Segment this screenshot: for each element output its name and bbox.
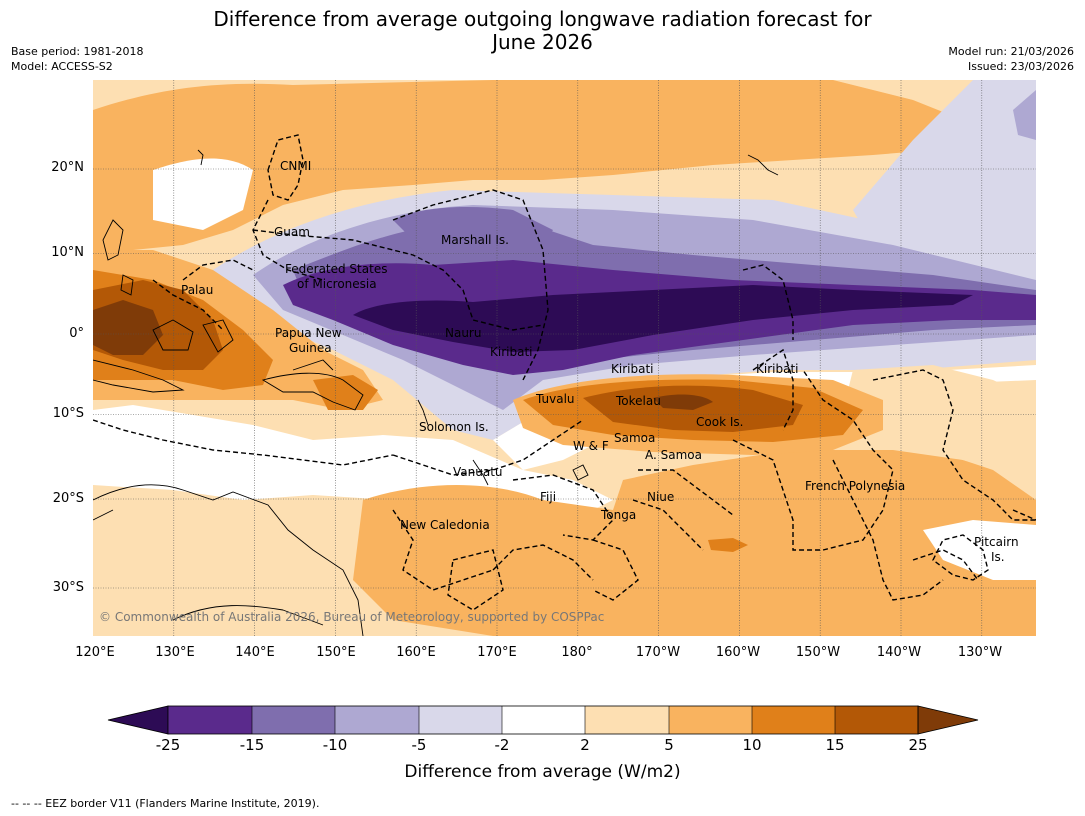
label-wf: W & F	[573, 439, 609, 453]
colorbar-extend-high	[917, 705, 979, 735]
label-solomon: Solomon Is.	[419, 420, 489, 434]
label-samoa: Samoa	[614, 431, 655, 445]
colorbar-label: -2	[494, 736, 510, 754]
meta-left: Base period: 1981-2018 Model: ACCESS-S2	[11, 44, 143, 74]
title-line-2: June 2026	[492, 30, 593, 54]
x-tick: 140°E	[235, 645, 275, 660]
colorbar-swatch	[585, 706, 669, 734]
contour-sw-white	[93, 405, 613, 510]
meta-right: Model run: 21/03/2026 Issued: 23/03/2026	[948, 44, 1074, 74]
label-cook: Cook Is.	[696, 415, 743, 429]
label-kiribati-e: Kiribati	[756, 362, 798, 376]
label-nauru: Nauru	[445, 326, 481, 340]
label-png-2: Guinea	[289, 341, 332, 355]
x-tick: 120°E	[75, 645, 115, 660]
colorbar-label: -10	[322, 736, 348, 754]
colorbar-label: 25	[908, 736, 928, 754]
colorbar-frame	[167, 705, 919, 735]
contour-south-orange	[353, 450, 1036, 636]
olr-map: CNMI Guam Marshall Is. Federated States …	[93, 80, 1036, 636]
graticule	[93, 80, 1036, 636]
y-tick: 30°S	[52, 580, 84, 595]
label-marshall: Marshall Is.	[441, 233, 509, 247]
label-fsm-2: of Micronesia	[297, 277, 377, 291]
label-asamoa: A. Samoa	[645, 448, 702, 462]
label-kiribati-w: Kiribati	[490, 345, 532, 359]
colorbar-swatch	[502, 706, 585, 734]
label-vanuatu: Vanuatu	[453, 465, 503, 479]
y-tick: 10°S	[52, 406, 84, 421]
eez-borders	[93, 134, 1036, 611]
contour-pitcairn-white	[923, 520, 1036, 580]
label-fiji: Fiji	[540, 490, 556, 504]
contour-png-patch	[313, 375, 378, 410]
x-tick: 160°E	[396, 645, 436, 660]
colorbar-label: -25	[155, 736, 181, 754]
colorbar-label: 15	[825, 736, 845, 754]
colorbar-label: 10	[742, 736, 762, 754]
eez-footnote: -- -- -- EEZ border V11 (Flanders Marine…	[11, 797, 320, 810]
colorbar-swatch	[752, 706, 835, 734]
contour-coral-patch	[708, 538, 748, 552]
x-tick: 130°E	[155, 645, 195, 660]
contour-north-white	[153, 158, 253, 230]
label-tonga: Tonga	[600, 508, 636, 522]
contour-ne-purple	[1013, 90, 1036, 140]
y-tick: 0°	[69, 326, 84, 341]
model-run: Model run: 21/03/2026	[948, 45, 1074, 58]
x-tick: 170°E	[477, 645, 517, 660]
label-pitcairn-1: Pitcairn	[974, 535, 1019, 549]
contour-west-peak	[93, 300, 163, 355]
colorbar-swatch	[335, 706, 419, 734]
label-pitcairn-2: Is.	[991, 550, 1005, 564]
contour-north-orange	[93, 80, 963, 250]
colorbar	[107, 705, 979, 735]
label-guam: Guam	[274, 225, 310, 239]
x-tick: 130°W	[957, 645, 1003, 660]
base-period: Base period: 1981-2018	[11, 45, 144, 58]
x-tick: 170°W	[635, 645, 681, 660]
label-fsm-1: Federated States	[285, 262, 387, 276]
colorbar-label: -15	[239, 736, 265, 754]
y-tick: 10°N	[51, 245, 84, 260]
colorbar-title: Difference from average (W/m2)	[404, 762, 681, 782]
label-cnmi: CNMI	[280, 159, 311, 173]
label-french-polynesia: French Polynesia	[805, 479, 905, 493]
y-tick: 20°N	[51, 160, 84, 175]
label-tuvalu: Tuvalu	[535, 392, 575, 406]
label-palau: Palau	[181, 283, 213, 297]
label-kiribati-c: Kiribati	[611, 362, 653, 376]
x-tick: 140°W	[876, 645, 922, 660]
contour-marshall-dark	[393, 207, 553, 260]
contour-cook-peak	[653, 394, 713, 410]
colorbar-label: 5	[664, 736, 674, 754]
x-tick: 180°	[561, 645, 593, 660]
colorbar-swatch	[669, 706, 752, 734]
label-tokelau: Tokelau	[615, 394, 661, 408]
colorbar-swatch	[252, 706, 335, 734]
contour-se-light	[843, 365, 1036, 500]
title-line-1: Difference from average outgoing longwav…	[213, 7, 872, 31]
colorbar-label: 2	[580, 736, 590, 754]
y-tick: 20°S	[52, 491, 84, 506]
label-niue: Niue	[647, 490, 674, 504]
contour-itcz-core	[353, 285, 973, 352]
x-tick: 160°W	[715, 645, 761, 660]
colorbar-swatch	[168, 706, 252, 734]
colorbar-dividers	[251, 706, 836, 734]
copyright-note: © Commonwealth of Australia 2026, Bureau…	[99, 610, 604, 624]
label-new-caledonia: New Caledonia	[400, 518, 490, 532]
x-tick: 150°W	[795, 645, 841, 660]
chart-title: Difference from average outgoing longwav…	[0, 8, 1085, 54]
model-name: Model: ACCESS-S2	[11, 60, 113, 73]
label-png-1: Papua New	[275, 326, 342, 340]
colorbar-label: -5	[411, 736, 427, 754]
colorbar-swatch	[419, 706, 502, 734]
colorbar-swatch	[835, 706, 918, 734]
issued-date: Issued: 23/03/2026	[967, 60, 1074, 73]
colorbar-extend-low	[107, 705, 169, 735]
x-tick: 150°E	[316, 645, 356, 660]
coastlines	[93, 149, 779, 636]
